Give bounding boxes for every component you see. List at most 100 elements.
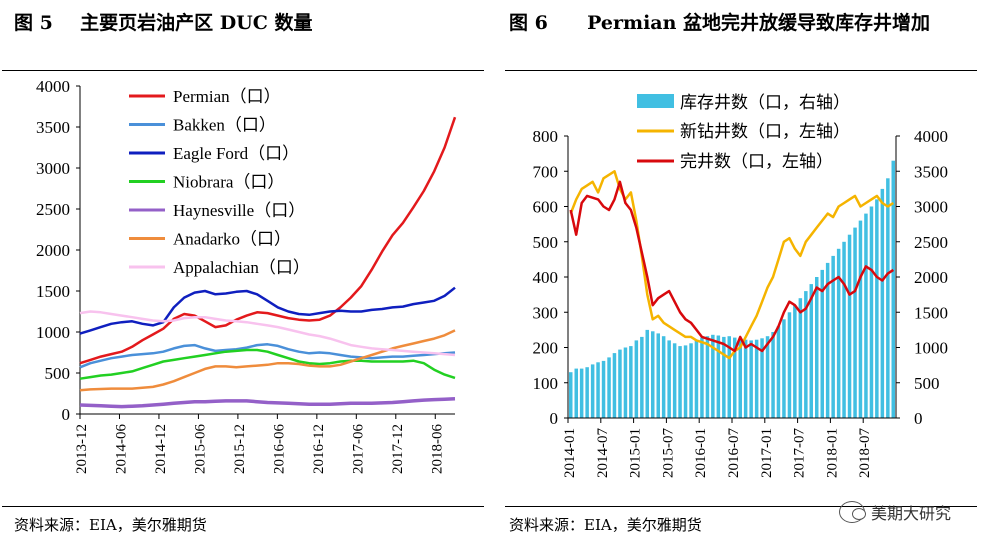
x-tick-label: 2017-07 bbox=[792, 428, 808, 478]
inventory-bar bbox=[804, 291, 808, 418]
right-y-tick-label: 3000 bbox=[914, 198, 948, 217]
legend-swatch-bar bbox=[637, 94, 674, 108]
inventory-bar bbox=[727, 336, 731, 418]
y-tick-label: 3500 bbox=[36, 118, 70, 137]
right-y-tick-label: 0 bbox=[914, 409, 923, 428]
right-y-tick-label: 2500 bbox=[914, 233, 948, 252]
inventory-bar bbox=[574, 368, 578, 418]
inventory-bar bbox=[880, 188, 885, 418]
left-y-tick-label: 600 bbox=[533, 198, 559, 217]
x-tick-label: 2013-12 bbox=[74, 424, 90, 474]
inventory-bar bbox=[711, 334, 715, 418]
inventory-bar bbox=[596, 362, 600, 418]
left-y-tick-label: 100 bbox=[533, 374, 559, 393]
inventory-bar bbox=[771, 332, 775, 418]
series-line bbox=[79, 310, 456, 357]
inventory-bar bbox=[842, 241, 846, 419]
left-figure-title-text: 主要页岩油产区 DUC 数量 bbox=[80, 12, 313, 34]
right-y-tick-label: 1000 bbox=[914, 339, 948, 358]
inventory-bar bbox=[722, 336, 726, 418]
inventory-bar bbox=[733, 337, 737, 418]
inventory-bar bbox=[754, 339, 759, 418]
y-tick-label: 4000 bbox=[36, 77, 70, 96]
inventory-bar bbox=[645, 329, 649, 418]
y-tick-label: 1500 bbox=[36, 282, 70, 301]
right-figure-title-text: Permian 盆地完井放缓导致库存井增加 bbox=[587, 12, 931, 34]
right-y-tick-label: 3500 bbox=[914, 162, 948, 181]
left-bottom-rule bbox=[2, 506, 484, 507]
watermark-text: 美期大研究 bbox=[870, 504, 951, 523]
left-y-tick-label: 200 bbox=[533, 339, 559, 358]
legend-label: Eagle Ford（口） bbox=[173, 144, 299, 163]
x-tick-label: 2015-06 bbox=[192, 424, 208, 474]
series-line bbox=[79, 397, 456, 409]
series-line bbox=[79, 329, 456, 392]
x-tick-label: 2018-01 bbox=[824, 428, 840, 478]
inventory-bar bbox=[651, 331, 655, 418]
left-y-tick-label: 800 bbox=[533, 127, 559, 146]
x-tick-label: 2014-07 bbox=[595, 428, 611, 478]
inventory-bar bbox=[776, 326, 781, 418]
inventory-bar bbox=[815, 277, 819, 418]
inventory-bar bbox=[590, 364, 595, 418]
legend-label: Permian（口） bbox=[173, 87, 281, 106]
inventory-bar bbox=[629, 346, 633, 418]
inventory-bar bbox=[607, 357, 611, 418]
y-tick-label: 2500 bbox=[36, 200, 70, 219]
inventory-bar bbox=[864, 213, 868, 418]
legend-label: Haynesville（口） bbox=[173, 201, 305, 220]
x-tick-label: 2016-06 bbox=[271, 424, 287, 474]
right-figure-label: 图 6 bbox=[509, 12, 548, 34]
series-line bbox=[79, 116, 457, 365]
x-tick-label: 2015-01 bbox=[628, 428, 644, 478]
x-tick-label: 2017-01 bbox=[759, 428, 775, 478]
left-top-rule bbox=[2, 70, 484, 71]
left-y-tick-label: 0 bbox=[550, 409, 559, 428]
inventory-bar bbox=[891, 160, 895, 418]
inventory-bar bbox=[820, 269, 824, 418]
inventory-bar bbox=[869, 206, 874, 418]
inventory-bar bbox=[765, 336, 770, 418]
right-y-tick-label: 1500 bbox=[914, 303, 948, 322]
x-tick-label: 2016-12 bbox=[311, 424, 327, 474]
series-line bbox=[569, 180, 894, 353]
x-tick-label: 2015-07 bbox=[660, 428, 676, 478]
right-top-rule bbox=[505, 70, 977, 71]
y-tick-label: 3000 bbox=[36, 159, 70, 178]
y-tick-label: 500 bbox=[45, 364, 71, 383]
left-chart: 0 500 1000 1500 2000 2500 3000 3500 4000 2013-12 2… bbox=[36, 77, 457, 474]
inventory-bar bbox=[683, 345, 688, 418]
left-y-tick-label: 500 bbox=[533, 233, 559, 252]
right-bottom-rule bbox=[505, 506, 977, 507]
legend-label: Anadarko（口） bbox=[173, 230, 291, 249]
x-tick-label: 2017-06 bbox=[350, 424, 366, 474]
x-tick-label: 2018-06 bbox=[429, 424, 445, 474]
left-figure-label: 图 5 bbox=[14, 12, 53, 34]
right-chart: 0 100 200 300 400 500 600 700 800 0 500 1000 1500 200… bbox=[533, 93, 949, 478]
x-tick-label: 2015-12 bbox=[232, 424, 248, 474]
inventory-bar bbox=[667, 340, 671, 418]
x-tick-label: 2018-07 bbox=[857, 428, 873, 478]
inventory-bar bbox=[716, 335, 721, 418]
right-y-tick-label: 2000 bbox=[914, 268, 948, 287]
y-tick-label: 2000 bbox=[36, 241, 70, 260]
x-tick-label: 2016-07 bbox=[726, 428, 742, 478]
inventory-bar bbox=[700, 337, 704, 418]
inventory-bar bbox=[743, 339, 748, 418]
right-figure-title: 图 6 Permian 盆地完井放缓导致库存井增加 bbox=[509, 10, 969, 36]
inventory-bar bbox=[689, 343, 693, 418]
inventory-bar bbox=[886, 178, 890, 418]
inventory-bar bbox=[672, 343, 677, 418]
inventory-bar bbox=[853, 227, 857, 418]
inventory-bar bbox=[738, 339, 742, 418]
watermark: 美期大研究 bbox=[838, 500, 951, 524]
left-y-tick-label: 300 bbox=[533, 303, 559, 322]
legend-label: Bakken（口） bbox=[173, 116, 276, 135]
wechat-icon bbox=[838, 501, 866, 523]
x-tick-label: 2016-01 bbox=[693, 428, 709, 478]
inventory-bar bbox=[618, 349, 622, 418]
inventory-bar bbox=[694, 340, 699, 418]
x-tick-label: 2014-01 bbox=[562, 428, 578, 478]
series-line bbox=[79, 286, 456, 335]
inventory-bar bbox=[705, 336, 710, 418]
